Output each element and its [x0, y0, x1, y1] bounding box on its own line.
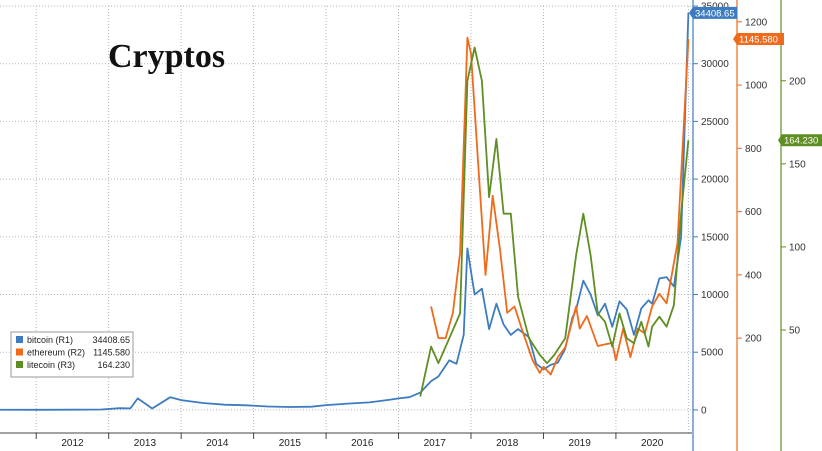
- axis-tick-label: 15000: [701, 232, 729, 243]
- gridlines: [0, 5, 692, 433]
- x-axis: 2012 2013 2014 2015 2016 2017 2018 2019 2020: [0, 432, 692, 449]
- badge-r3: 164.230: [778, 134, 822, 147]
- legend-value: 1145.580: [93, 348, 130, 358]
- badge-r1: 34408.65: [689, 6, 737, 19]
- legend-swatch: [16, 361, 23, 368]
- axis-tick-label: 0: [701, 405, 707, 416]
- legend-label: litecoin (R3): [27, 360, 75, 370]
- series-line-ethereum: [430, 36, 690, 376]
- badge-shape: [778, 134, 822, 147]
- legend: bitcoin (R1) 34408.65 ethereum (R2) 1145.58…: [10, 331, 134, 378]
- axis-tick-label: 200: [745, 334, 762, 345]
- axis-tick-label: 20000: [701, 175, 729, 186]
- badge-value: 1145.580: [739, 35, 778, 46]
- x-tick-label: 2017: [424, 438, 447, 449]
- axis-tick-label: 800: [745, 144, 762, 155]
- x-tick-label: 2020: [641, 438, 664, 449]
- x-tick-label: 2013: [134, 438, 157, 449]
- badge-value: 34408.65: [695, 8, 735, 19]
- x-tick-label: 2015: [279, 438, 302, 449]
- axis-tick-label: 100: [789, 242, 806, 253]
- legend-label: bitcoin (R1): [27, 335, 73, 345]
- axis-tick-label: 5000: [701, 348, 724, 359]
- axis-tick-label: 600: [745, 207, 762, 218]
- x-tick-label: 2018: [496, 438, 519, 449]
- x-tick-label: 2019: [569, 438, 592, 449]
- axis-tick-label: 30000: [701, 59, 729, 70]
- axis-tick-label: 150: [789, 159, 806, 170]
- series-lines: [0, 12, 690, 411]
- legend-swatch: [16, 348, 23, 356]
- axis-tick-label: 50: [789, 325, 801, 336]
- x-tick-label: 2014: [206, 438, 229, 449]
- legend-value: 164.230: [97, 360, 130, 370]
- series-line-litecoin: [419, 46, 690, 397]
- badge-shape: [689, 6, 737, 19]
- badge-value: 164.230: [784, 136, 818, 147]
- legend-value: 34408.65: [92, 335, 130, 345]
- last-value-badges: 34408.65 1145.580 164.230: [689, 6, 822, 147]
- x-tick-label: 2012: [61, 438, 84, 449]
- axis-tick-label: 1000: [745, 81, 768, 92]
- right-axis-r1: 05000100001500020000250003000035000: [692, 0, 729, 451]
- legend-box: [10, 331, 134, 378]
- legend-label: ethereum (R2): [27, 348, 85, 358]
- badge-r2: 1145.580: [733, 33, 784, 46]
- chart-title: Cryptos: [108, 38, 225, 75]
- axis-tick-label: 1200: [745, 17, 768, 28]
- right-axis-r2: 200 400 600 800 1000 1200: [736, 0, 768, 451]
- legend-swatch: [16, 336, 23, 343]
- series-line-bitcoin: [0, 12, 690, 411]
- axis-tick-label: 25000: [701, 117, 729, 128]
- right-axis-r3: 50 100 150 200: [780, 0, 806, 451]
- axis-tick-label: 200: [789, 76, 806, 87]
- badge-shape: [733, 33, 784, 46]
- axis-tick-label: 10000: [701, 290, 729, 301]
- axis-tick-label: 400: [745, 270, 762, 281]
- x-tick-label: 2016: [351, 438, 374, 449]
